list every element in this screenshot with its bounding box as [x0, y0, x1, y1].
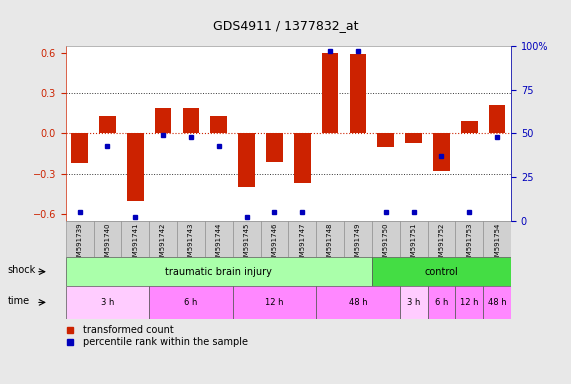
- Text: GSM591749: GSM591749: [355, 223, 361, 265]
- Text: traumatic brain injury: traumatic brain injury: [166, 266, 272, 277]
- Bar: [210, 116, 227, 134]
- Bar: [316, 286, 400, 319]
- Bar: [99, 116, 116, 134]
- Bar: [66, 221, 94, 257]
- Text: GSM591751: GSM591751: [411, 223, 417, 265]
- Text: GSM591742: GSM591742: [160, 223, 166, 265]
- Text: GSM591745: GSM591745: [244, 223, 250, 265]
- Bar: [149, 286, 233, 319]
- Text: GDS4911 / 1377832_at: GDS4911 / 1377832_at: [213, 19, 358, 32]
- Bar: [483, 286, 511, 319]
- Bar: [294, 134, 311, 183]
- Bar: [433, 134, 450, 171]
- Bar: [177, 221, 205, 257]
- Text: control: control: [425, 266, 459, 277]
- Text: GSM591750: GSM591750: [383, 223, 389, 265]
- Text: 6 h: 6 h: [435, 298, 448, 307]
- Bar: [428, 286, 456, 319]
- Text: GSM591752: GSM591752: [439, 223, 444, 265]
- Bar: [66, 286, 149, 319]
- Bar: [205, 221, 233, 257]
- Bar: [322, 53, 339, 134]
- Bar: [461, 121, 477, 134]
- Text: GSM591743: GSM591743: [188, 223, 194, 265]
- Bar: [260, 221, 288, 257]
- Bar: [122, 221, 149, 257]
- Text: GSM591747: GSM591747: [299, 223, 305, 265]
- Bar: [127, 134, 144, 200]
- Text: 12 h: 12 h: [265, 298, 284, 307]
- Bar: [288, 221, 316, 257]
- Bar: [183, 108, 199, 134]
- Bar: [344, 221, 372, 257]
- Bar: [233, 221, 260, 257]
- Bar: [66, 257, 372, 286]
- Text: GSM591746: GSM591746: [271, 223, 278, 265]
- Text: transformed count: transformed count: [83, 325, 174, 335]
- Bar: [266, 134, 283, 162]
- Bar: [428, 221, 456, 257]
- Text: GSM591740: GSM591740: [104, 223, 110, 265]
- Bar: [238, 134, 255, 187]
- Bar: [372, 221, 400, 257]
- Bar: [316, 221, 344, 257]
- Bar: [400, 286, 428, 319]
- Text: shock: shock: [8, 265, 36, 275]
- Bar: [155, 108, 171, 134]
- Bar: [377, 134, 394, 147]
- Text: GSM591748: GSM591748: [327, 223, 333, 265]
- Bar: [94, 221, 122, 257]
- Text: time: time: [8, 296, 30, 306]
- Bar: [456, 221, 483, 257]
- Text: 3 h: 3 h: [407, 298, 420, 307]
- Text: GSM591753: GSM591753: [467, 223, 472, 265]
- Bar: [372, 257, 511, 286]
- Bar: [71, 134, 88, 163]
- Bar: [483, 221, 511, 257]
- Bar: [233, 286, 316, 319]
- Bar: [489, 105, 505, 134]
- Text: 48 h: 48 h: [488, 298, 506, 307]
- Bar: [400, 221, 428, 257]
- Text: 6 h: 6 h: [184, 298, 198, 307]
- Bar: [349, 54, 367, 134]
- Text: 48 h: 48 h: [349, 298, 367, 307]
- Text: 12 h: 12 h: [460, 298, 478, 307]
- Bar: [456, 286, 483, 319]
- Text: GSM591739: GSM591739: [77, 223, 83, 265]
- Text: 3 h: 3 h: [100, 298, 114, 307]
- Bar: [149, 221, 177, 257]
- Text: percentile rank within the sample: percentile rank within the sample: [83, 337, 248, 347]
- Text: GSM591744: GSM591744: [216, 223, 222, 265]
- Text: GSM591741: GSM591741: [132, 223, 138, 265]
- Bar: [405, 134, 422, 143]
- Text: GSM591754: GSM591754: [494, 223, 500, 265]
